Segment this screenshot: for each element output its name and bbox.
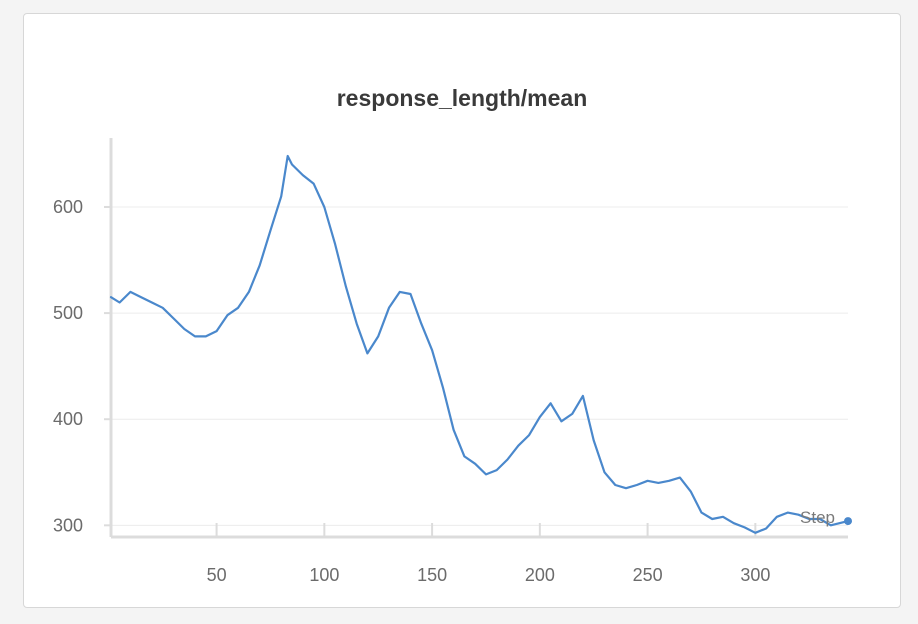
series-end-point [844, 517, 852, 526]
x-tick-label: 300 [740, 565, 770, 585]
x-axis-title: Step [800, 508, 835, 527]
y-tick-label: 400 [53, 409, 83, 429]
axes [109, 138, 848, 539]
x-tick-labels: 50 100 150 200 250 300 [207, 523, 770, 585]
series-layer [109, 154, 852, 534]
y-tick-label: 600 [53, 197, 83, 217]
x-tick-label: 50 [207, 565, 227, 585]
x-tick-label: 200 [525, 565, 555, 585]
chart-title: response_length/mean [337, 85, 588, 111]
x-tick-label: 100 [309, 565, 339, 585]
y-tick-label: 300 [53, 515, 83, 535]
x-tick-label: 250 [633, 565, 663, 585]
chart-card [23, 13, 901, 608]
gridlines [104, 205, 848, 527]
y-tick-label: 500 [53, 303, 83, 323]
x-tick-label: 150 [417, 565, 447, 585]
series-line [109, 154, 850, 534]
y-tick-labels: 300 400 500 600 [53, 197, 83, 535]
